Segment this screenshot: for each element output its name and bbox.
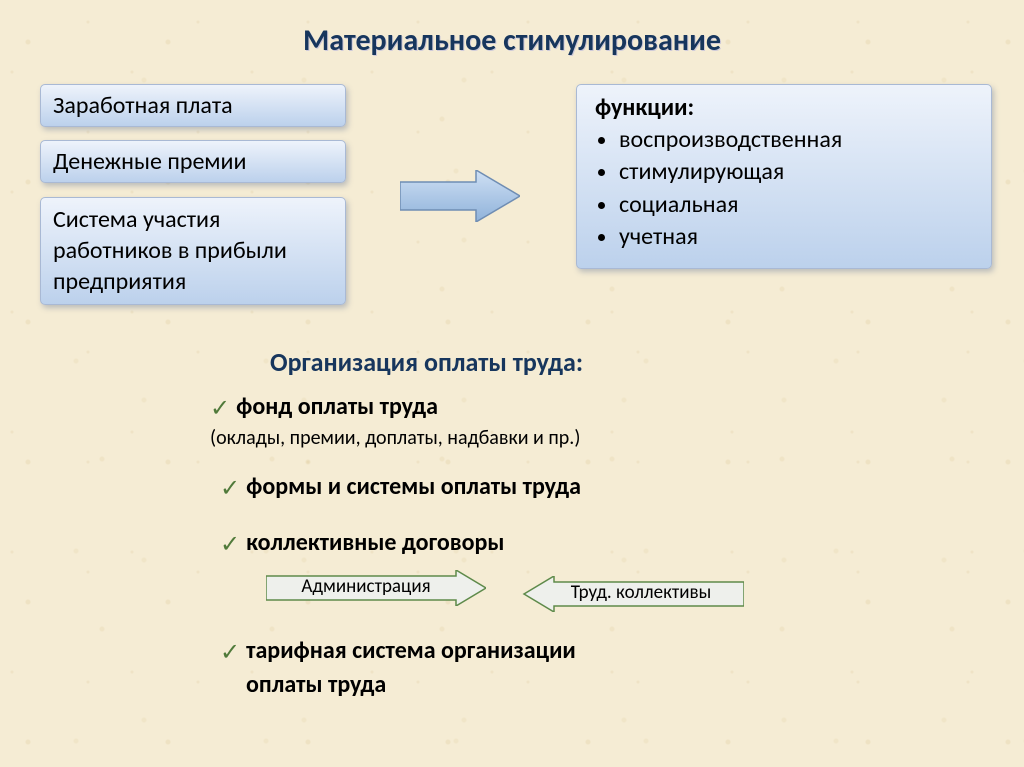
box-profit-sharing-text: Система участия работников в прибыли пре… — [53, 205, 287, 296]
check-collective-text: коллективные договоры — [246, 528, 504, 557]
check-icon: ✓ — [220, 474, 240, 503]
check-tariff-text1: тарифная система организации — [246, 636, 576, 665]
function-item: стимулирующая — [619, 156, 973, 188]
subtitle-organization: Организация оплаты труда: — [270, 346, 583, 378]
box-salary: Заработная плата — [40, 84, 346, 127]
check-tariff-line1: ✓тарифная система организации — [220, 636, 576, 665]
box-profit-sharing: Система участия работников в прибыли пре… — [40, 197, 346, 305]
box-salary-text: Заработная плата — [53, 91, 233, 120]
check-collective: ✓коллективные договоры — [220, 528, 505, 557]
check-tariff-line2: оплаты труда — [246, 670, 386, 699]
fund-parenthesis: (оклады, премии, доплаты, надбавки и пр.… — [210, 426, 580, 450]
function-item: социальная — [619, 189, 973, 221]
check-forms-text: формы и системы оплаты труда — [246, 472, 581, 501]
box-functions: функции: воспроизводственная стимулирующ… — [576, 84, 992, 269]
check-icon: ✓ — [220, 530, 240, 559]
check-icon: ✓ — [220, 638, 240, 667]
check-tariff-text2: оплаты труда — [246, 670, 386, 699]
arrow-collectives-label: Труд. коллективы — [508, 576, 744, 604]
check-forms: ✓формы и системы оплаты труда — [220, 472, 581, 501]
function-item: воспроизводственная — [619, 124, 973, 156]
box-bonus: Денежные премии — [40, 140, 346, 183]
box-bonus-text: Денежные премии — [53, 147, 246, 176]
check-icon: ✓ — [210, 394, 230, 423]
arrow-administration: Администрация — [266, 570, 486, 606]
functions-title: функции: — [595, 93, 973, 122]
functions-list: воспроизводственная стимулирующая социал… — [619, 124, 973, 254]
arrow-right-icon — [400, 170, 520, 222]
arrow-collectives: Труд. коллективы — [508, 576, 744, 612]
slide-title: Материальное стимулирование — [0, 22, 1024, 59]
check-fund-text: фонд оплаты труда — [236, 392, 438, 421]
arrow-administration-label: Администрация — [266, 570, 486, 598]
check-fund: ✓фонд оплаты труда — [210, 392, 438, 421]
function-item: учетная — [619, 221, 973, 253]
